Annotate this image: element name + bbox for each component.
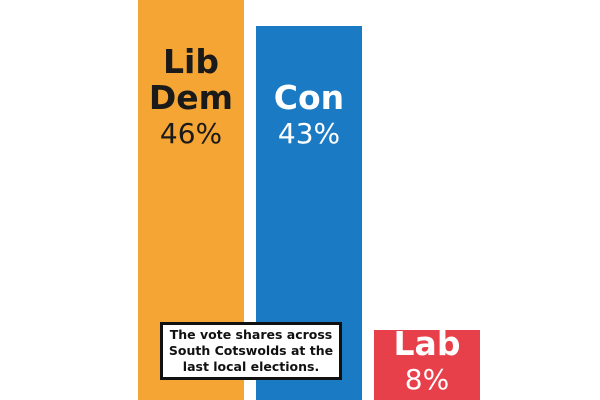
- bar-label: Con 43%: [256, 80, 362, 152]
- bar: [374, 330, 480, 400]
- value-label: 8%: [404, 363, 450, 397]
- bar-label: Lib Dem 46%: [138, 44, 244, 152]
- category-label: Lab: [393, 324, 461, 364]
- value-label: 43%: [277, 117, 341, 150]
- bar-label: Lab 8%: [374, 326, 480, 398]
- category-label: Con: [273, 78, 345, 117]
- category-label: Lib Dem: [148, 42, 234, 117]
- value-label: 46%: [159, 117, 223, 150]
- annotation: The vote shares across South Cotswolds a…: [160, 322, 342, 380]
